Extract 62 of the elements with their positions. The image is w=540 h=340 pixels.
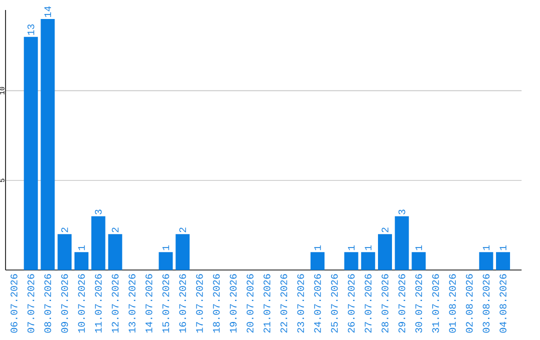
- x-tick-label: 16.07.2026: [179, 274, 186, 333]
- data-label: 13: [27, 24, 34, 35]
- x-tick-label: 12.07.2026: [112, 274, 119, 333]
- x-tick-label: 21.07.2026: [264, 274, 270, 333]
- data-label: 1: [482, 245, 490, 250]
- bar: [361, 252, 376, 270]
- data-label: 1: [364, 245, 372, 250]
- x-tick-label: 28.07.2026: [382, 274, 388, 333]
- x-tick-label: 31.07.2026: [432, 274, 439, 333]
- bar: [40, 18, 55, 270]
- x-tick-label: 24.07.2026: [314, 274, 321, 333]
- x-tick-label: 14.07.2026: [146, 274, 152, 333]
- x-tick-label: 13.07.2026: [128, 274, 136, 333]
- x-tick-label: 10.07.2026: [78, 274, 85, 333]
- x-tick-label: 15.07.2026: [162, 274, 170, 333]
- data-label: 14: [44, 6, 52, 18]
- data-label: 1: [500, 245, 506, 250]
- bar: [58, 234, 72, 270]
- x-tick-label: 04.08.2026: [500, 274, 506, 333]
- x-tick-label: 27.07.2026: [364, 274, 372, 333]
- bar: [344, 252, 358, 270]
- x-tick-label: 09.07.2026: [61, 274, 68, 333]
- x-tick-label: 11.07.2026: [94, 274, 102, 333]
- x-tick-label: 22.07.2026: [280, 274, 288, 333]
- bar: [496, 252, 510, 270]
- x-tick-label: 17.07.2026: [196, 274, 203, 333]
- data-label: 2: [112, 228, 119, 232]
- x-tick-label: 07.07.2026: [27, 274, 34, 333]
- bar: [394, 216, 409, 270]
- x-tick-label: 18.07.2026: [212, 274, 220, 333]
- x-tick-label: 20.07.2026: [246, 274, 254, 333]
- x-tick-label: 06.07.2026: [10, 274, 18, 333]
- data-label: 3: [398, 210, 406, 214]
- data-label: 1: [314, 245, 321, 250]
- data-label: 1: [348, 245, 355, 250]
- bar: [74, 252, 88, 270]
- data-label: 2: [179, 228, 186, 232]
- data-label: 1: [415, 245, 422, 250]
- x-tick-label: 08.07.2026: [44, 274, 52, 333]
- bar: [108, 234, 122, 270]
- bar: [310, 252, 325, 270]
- x-tick-label: 02.08.2026: [466, 274, 473, 333]
- x-tick-label: 19.07.2026: [230, 274, 237, 333]
- bar: [176, 234, 190, 270]
- x-tick-label: 23.07.2026: [297, 274, 304, 333]
- x-tick-label: 26.07.2026: [348, 274, 355, 333]
- x-tick-label: 25.07.2026: [331, 274, 338, 333]
- x-tick-label: 29.07.2026: [398, 274, 406, 333]
- data-label: 2: [382, 228, 388, 232]
- data-label: 1: [162, 245, 170, 250]
- data-label: 2: [61, 228, 68, 232]
- bar: [412, 252, 426, 270]
- x-tick-label: 30.07.2026: [415, 274, 422, 333]
- bar: [479, 252, 494, 270]
- x-tick-label: 03.08.2026: [482, 274, 490, 333]
- data-label: 1: [78, 245, 85, 250]
- data-label: 3: [94, 210, 102, 214]
- bar: [158, 252, 173, 270]
- bar: [91, 216, 106, 270]
- bar: [24, 36, 38, 270]
- x-tick-label: 01.08.2026: [449, 274, 456, 333]
- bar: [378, 234, 392, 270]
